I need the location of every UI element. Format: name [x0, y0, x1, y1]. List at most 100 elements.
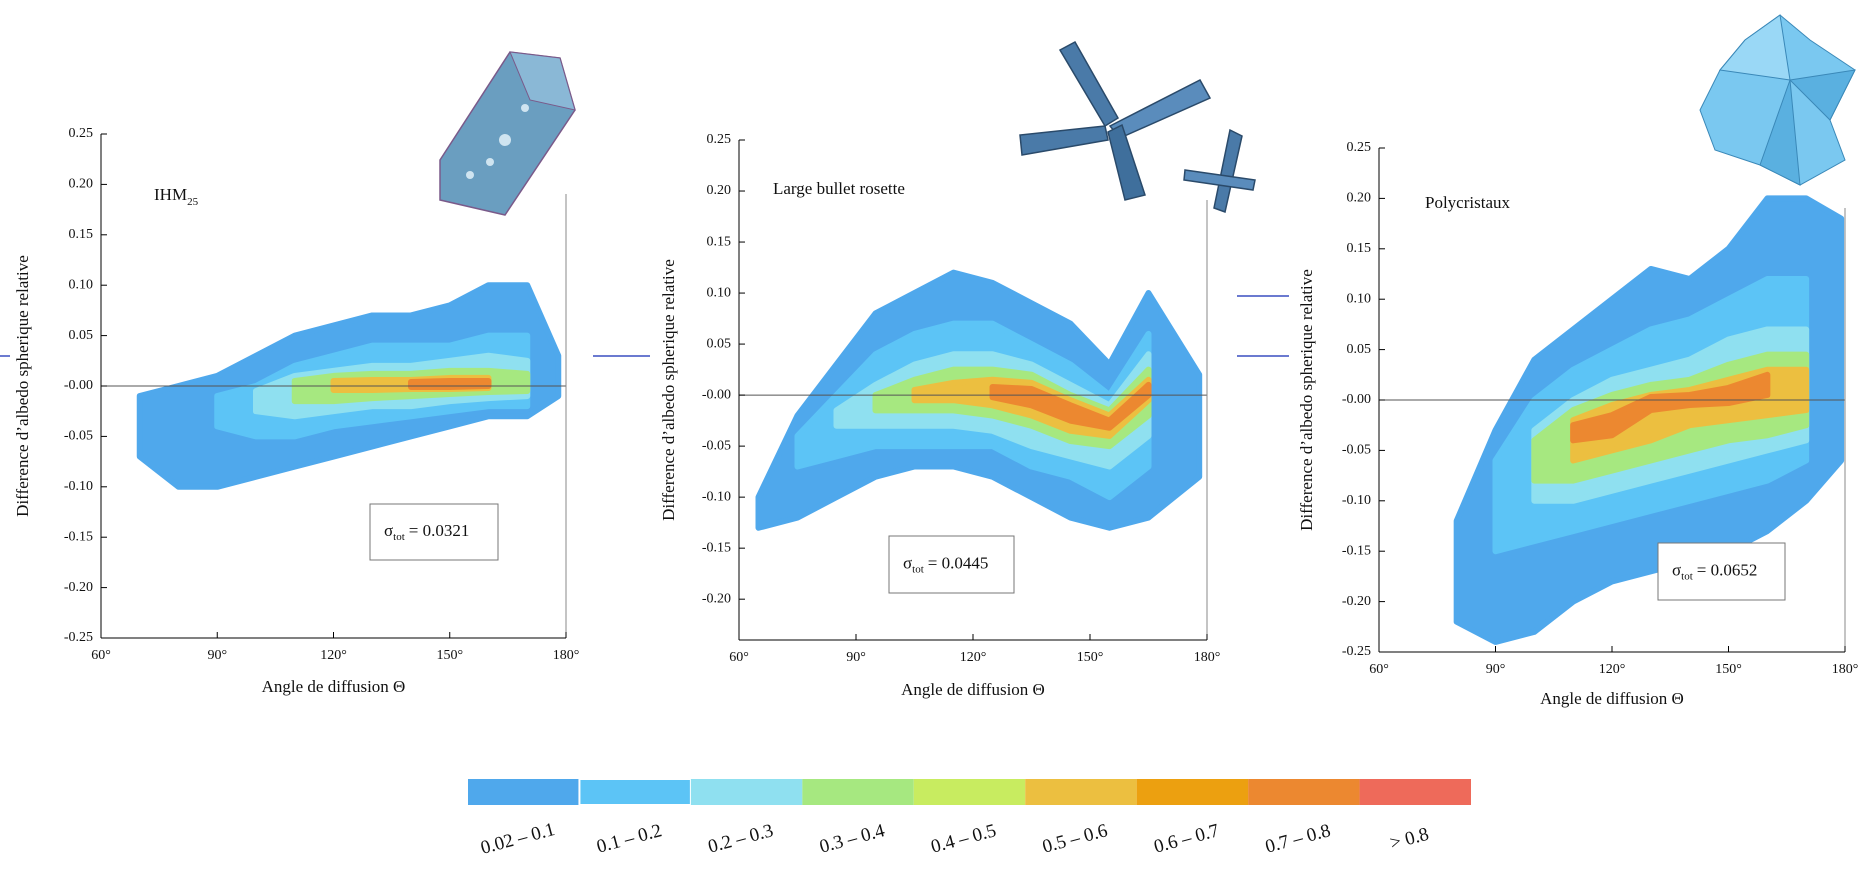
y-tick-label: 0.10: [69, 277, 94, 292]
y-tick-label: 0.20: [69, 177, 94, 192]
x-tick-label: 90°: [846, 650, 866, 665]
colorbar-label: 0.02 – 0.1: [478, 819, 557, 859]
x-tick-label: 120°: [960, 650, 987, 665]
x-tick-label: 60°: [729, 650, 749, 665]
colorbar-cell: [468, 779, 580, 805]
colorbar-label: 0.6 – 0.7: [1152, 820, 1222, 857]
crystal-column: [439, 51, 576, 216]
x-tick-label: 180°: [553, 648, 580, 663]
y-tick-label: -0.00: [1342, 392, 1371, 407]
annotation-symbol: σ: [903, 553, 912, 572]
crystal-rosette: [1019, 40, 1256, 213]
y-tick-label: -0.00: [702, 387, 731, 402]
y-tick-label: -0.10: [64, 479, 93, 494]
panel-title-sub: 25: [187, 196, 199, 208]
colorbar-cell: [1359, 779, 1471, 805]
crystal-polycrystal: [1699, 14, 1856, 186]
annotation: σtot = 0.0445: [903, 553, 988, 575]
annotation-box: [369, 503, 499, 561]
colorbar-label: > 0.8: [1388, 824, 1431, 854]
colorbar-cell: [578, 778, 692, 806]
panel-title: Polycristaux: [1425, 193, 1510, 212]
annotation-sub: tot: [393, 531, 405, 543]
x-tick-label: 180°: [1832, 662, 1859, 677]
x-tick-label: 90°: [207, 648, 227, 663]
y-tick-label: -0.10: [1342, 493, 1371, 508]
y-tick-label: -0.05: [1342, 443, 1371, 458]
y-axis-label: Difference d’albedo spherique relative: [13, 255, 32, 517]
annotation-text: = 0.0321: [409, 521, 470, 540]
colorbar-label: 0.1 – 0.2: [594, 820, 664, 857]
y-tick-label: 0.15: [707, 234, 732, 249]
panel-title-main: IHM: [154, 185, 187, 204]
y-tick-label: 0.05: [69, 328, 94, 343]
y-tick-label: -0.05: [64, 429, 93, 444]
y-tick-label: -0.20: [702, 591, 731, 606]
y-tick-label: 0.15: [69, 227, 94, 242]
y-tick-label: -0.00: [64, 378, 93, 393]
y-tick-label: 0.20: [1347, 191, 1372, 206]
y-tick-label: -0.20: [1342, 594, 1371, 609]
annotation: σtot = 0.0652: [1672, 560, 1757, 582]
y-tick-label: -0.25: [1342, 644, 1371, 659]
y-tick-label: -0.15: [702, 540, 731, 555]
y-tick-label: 0.20: [707, 183, 732, 198]
colorbar-label: 0.3 – 0.4: [817, 820, 887, 858]
x-tick-label: 120°: [320, 648, 347, 663]
y-axis-label: Difference d’albedo spherique relative: [659, 259, 678, 521]
annotation-sub: tot: [1681, 570, 1693, 582]
annotation-box: [1657, 542, 1786, 601]
x-tick-label: 60°: [1369, 662, 1389, 677]
annotation-symbol: σ: [1672, 560, 1681, 579]
colorbar-cell: [690, 779, 803, 805]
x-tick-label: 120°: [1599, 662, 1626, 677]
colorbar-cell: [1248, 779, 1360, 805]
y-tick-label: 0.25: [69, 126, 94, 141]
colorbar-label: 0.5 – 0.6: [1040, 820, 1110, 857]
x-tick-label: 150°: [436, 648, 463, 663]
x-tick-label: 150°: [1715, 662, 1742, 677]
y-tick-label: 0.10: [1347, 291, 1372, 306]
y-tick-label: -0.25: [64, 630, 93, 645]
plot-area: [1453, 195, 1845, 645]
density-band: [1570, 371, 1771, 444]
y-tick-label: -0.20: [64, 580, 93, 595]
x-tick-label: 150°: [1077, 650, 1104, 665]
y-tick-label: -0.05: [702, 438, 731, 453]
x-tick-label: 90°: [1486, 662, 1506, 677]
colorbar-cell: [913, 779, 1026, 805]
x-tick-label: 180°: [1194, 650, 1221, 665]
colorbar-label: 0.7 – 0.8: [1263, 820, 1333, 857]
y-tick-label: -0.15: [1342, 543, 1371, 558]
y-tick-label: 0.10: [707, 285, 732, 300]
y-tick-label: 0.05: [1347, 342, 1372, 357]
panel-title: Large bullet rosette: [773, 179, 905, 198]
panel-title-main: Polycristaux: [1425, 193, 1510, 212]
colorbar-cell: [802, 779, 914, 805]
colorbar-cell: [1025, 779, 1137, 805]
colorbar-label: 0.2 – 0.3: [706, 820, 776, 857]
annotation: σtot = 0.0321: [384, 521, 469, 543]
annotation-text: = 0.0652: [1697, 560, 1758, 579]
y-tick-label: -0.10: [702, 489, 731, 504]
y-tick-label: -0.15: [64, 529, 93, 544]
panel-title-main: Large bullet rosette: [773, 179, 905, 198]
plot-area: [755, 269, 1203, 531]
panel-title: IHM25: [154, 185, 199, 208]
x-axis-label: Angle de diffusion Θ: [1540, 689, 1684, 708]
y-tick-label: 0.25: [1347, 140, 1372, 155]
y-tick-label: 0.05: [707, 336, 732, 351]
colorbar-cell: [1136, 779, 1249, 805]
colorbar-label: 0.4 – 0.5: [929, 820, 999, 857]
y-axis-label: Difference d’albedo spherique relative: [1297, 269, 1316, 531]
x-axis-label: Angle de diffusion Θ: [262, 677, 406, 696]
annotation-symbol: σ: [384, 521, 393, 540]
annotation-sub: tot: [912, 563, 924, 575]
y-tick-label: 0.25: [707, 132, 732, 147]
annotation-text: = 0.0445: [928, 553, 989, 572]
x-tick-label: 60°: [91, 648, 111, 663]
y-tick-label: 0.15: [1347, 241, 1372, 256]
annotation-box: [888, 535, 1015, 594]
x-axis-label: Angle de diffusion Θ: [901, 680, 1045, 699]
